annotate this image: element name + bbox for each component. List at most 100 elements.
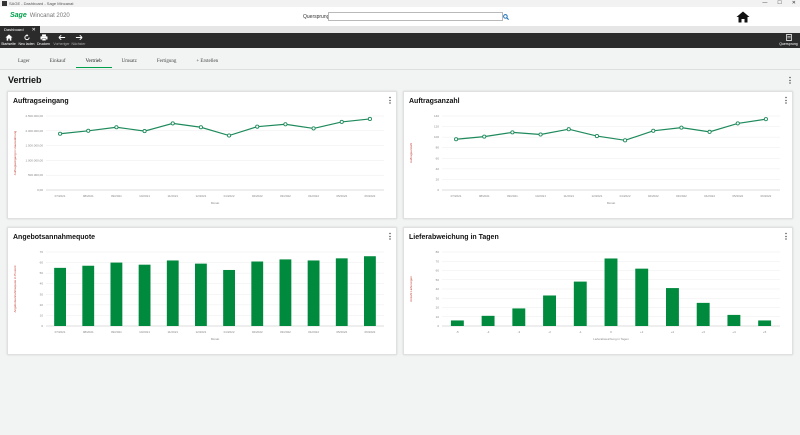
data-point[interactable] [114, 125, 119, 130]
y-tick-label: 500.000,00 [28, 173, 43, 177]
card-menu-icon[interactable]: ⋮ [782, 96, 790, 105]
bar[interactable] [166, 260, 179, 326]
x-tick-label: 09/2021 [111, 330, 122, 334]
next-button[interactable]: Nächster [70, 34, 87, 47]
y-tick-label: 0 [437, 188, 439, 192]
chart-auftragsanzahl: 0 20 40 60 80 100 120 140 Auftragsanzahl 07/2021 0… [409, 114, 780, 205]
card-menu-icon[interactable]: ⋮ [386, 96, 394, 105]
data-point[interactable] [510, 130, 515, 135]
data-point[interactable] [311, 126, 316, 131]
card-menu-icon[interactable]: ⋮ [386, 232, 394, 241]
maximize-button[interactable]: ☐ [777, 0, 782, 6]
card-menu-icon[interactable]: ⋮ [782, 232, 790, 241]
x-tick-label: 03/2022 [280, 194, 291, 198]
data-point[interactable] [482, 134, 487, 139]
bar[interactable] [727, 314, 741, 326]
x-tick-label: 03/2022 [280, 330, 291, 334]
close-window-button[interactable]: ✕ [791, 0, 796, 6]
brand-logo: Sage Wincanat 2020 [10, 12, 70, 19]
card-title: Auftragseingang [13, 98, 69, 105]
tab-fertigung[interactable]: Fertigung [156, 59, 177, 64]
tab-dashboard[interactable]: Dashboard ✕ [0, 26, 40, 33]
data-point[interactable] [651, 128, 656, 133]
bar[interactable] [307, 260, 320, 326]
x-tick-label: 10/2021 [139, 194, 150, 198]
bar[interactable] [604, 258, 618, 326]
minimize-button[interactable]: — [762, 0, 768, 6]
x-tick-label: 08/2021 [83, 194, 94, 198]
quick-jump-input[interactable] [328, 12, 503, 21]
data-point[interactable] [227, 133, 232, 138]
bar[interactable] [110, 262, 123, 326]
y-tick-label: 0 [41, 324, 43, 328]
data-point[interactable] [594, 134, 599, 139]
bar[interactable] [251, 261, 264, 326]
bar[interactable] [512, 308, 526, 326]
close-icon[interactable]: ✕ [31, 26, 36, 33]
data-point[interactable] [735, 121, 740, 126]
data-point[interactable] [454, 137, 459, 142]
data-point[interactable] [170, 121, 175, 126]
y-tick-label: 140 [434, 114, 439, 118]
home-icon[interactable] [736, 10, 750, 23]
data-point[interactable] [679, 125, 684, 130]
bar[interactable] [635, 268, 649, 326]
data-point[interactable] [566, 127, 571, 132]
data-point[interactable] [538, 132, 543, 137]
previous-button[interactable]: Vorheriger [53, 34, 70, 47]
data-point[interactable] [339, 119, 344, 124]
x-tick-label: 01/2022 [620, 194, 631, 198]
x-tick-label: +5 [763, 330, 767, 334]
reload-button[interactable]: Neu laden [18, 34, 35, 47]
reload-button-label: Neu laden [18, 42, 35, 46]
bar[interactable] [82, 265, 95, 326]
start-button[interactable]: Startseite [0, 34, 17, 47]
x-tick-label: 06/2022 [760, 194, 771, 198]
bar[interactable] [279, 259, 292, 326]
bar[interactable] [335, 258, 348, 326]
data-point[interactable] [623, 138, 628, 143]
window-title: SAGE - Dashboard - Sage Mincanat [9, 1, 74, 6]
quersprung-button-label: Quersprung [779, 42, 798, 46]
bar[interactable] [758, 320, 772, 326]
data-point[interactable] [283, 122, 288, 127]
bar[interactable] [450, 320, 464, 326]
x-tick-label: 05/2022 [336, 194, 347, 198]
x-tick-label: 02/2022 [252, 330, 263, 334]
bar[interactable] [573, 281, 587, 326]
data-point[interactable] [255, 124, 260, 129]
y-tick-label: 50 [436, 278, 440, 282]
tab-lager[interactable]: Lager [18, 59, 30, 64]
tab-vertrieb[interactable]: Vertrieb [75, 55, 112, 68]
tab-erstellen[interactable]: + Erstellen [196, 59, 219, 64]
tab-einkauf[interactable]: Einkauf [49, 59, 66, 64]
bar[interactable] [364, 256, 376, 326]
bar[interactable] [481, 315, 495, 326]
x-axis-label: Monat [607, 201, 616, 205]
x-tick-label: 06/2022 [364, 194, 375, 198]
data-point[interactable] [367, 116, 372, 122]
bar[interactable] [54, 267, 66, 326]
tab-umsatz[interactable]: Umsatz [121, 59, 137, 64]
bar[interactable] [696, 302, 710, 326]
x-tick-label: 06/2022 [364, 330, 375, 334]
data-point[interactable] [763, 117, 768, 122]
section-menu-icon[interactable]: ⋮ [786, 76, 794, 85]
bar[interactable] [195, 263, 207, 326]
quersprung-button[interactable]: Quersprung [779, 34, 798, 47]
data-point[interactable] [707, 129, 712, 134]
bar[interactable] [138, 264, 151, 326]
print-button-label: Drucken [36, 42, 51, 46]
print-button[interactable]: Drucken [35, 34, 52, 47]
data-point[interactable] [58, 131, 63, 136]
search-icon[interactable] [501, 12, 510, 21]
toolbar: Startseite Neu laden Drucken Vorheriger … [0, 33, 800, 48]
data-point[interactable] [86, 128, 91, 133]
bar[interactable] [543, 295, 556, 326]
data-point[interactable] [198, 125, 203, 130]
data-point[interactable] [142, 129, 147, 134]
x-axis-label: Lieferabweichung in Tagen [593, 337, 629, 341]
bar[interactable] [666, 288, 679, 326]
bar[interactable] [223, 269, 235, 326]
card-title: Lieferabweichung in Tagen [409, 234, 499, 241]
